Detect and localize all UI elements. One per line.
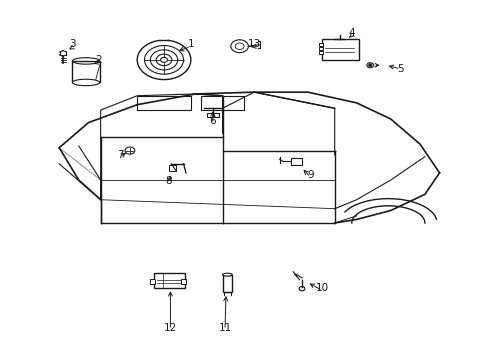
Text: 6: 6 (209, 116, 216, 126)
Bar (290, 158, 301, 165)
Bar (72, 61, 100, 82)
Text: 7: 7 (117, 150, 123, 160)
Bar (319, 42, 323, 46)
Text: 12: 12 (163, 323, 177, 333)
Bar (222, 275, 232, 292)
Text: 8: 8 (165, 176, 172, 186)
Bar (168, 165, 176, 171)
Text: 5: 5 (396, 64, 403, 74)
Bar (150, 279, 155, 284)
Text: 1: 1 (187, 39, 194, 49)
Ellipse shape (72, 79, 100, 86)
Bar (181, 279, 185, 284)
FancyBboxPatch shape (154, 273, 184, 288)
Text: 9: 9 (306, 170, 313, 180)
Ellipse shape (222, 273, 232, 276)
Text: 2: 2 (95, 55, 102, 65)
Bar (319, 47, 323, 50)
Text: 4: 4 (348, 28, 354, 38)
FancyBboxPatch shape (321, 39, 358, 60)
Bar (319, 50, 323, 54)
Circle shape (368, 64, 371, 66)
Text: 10: 10 (315, 283, 328, 293)
Text: 11: 11 (218, 323, 231, 333)
Text: 13: 13 (247, 39, 260, 49)
Bar (206, 113, 218, 117)
Text: 3: 3 (69, 40, 76, 49)
